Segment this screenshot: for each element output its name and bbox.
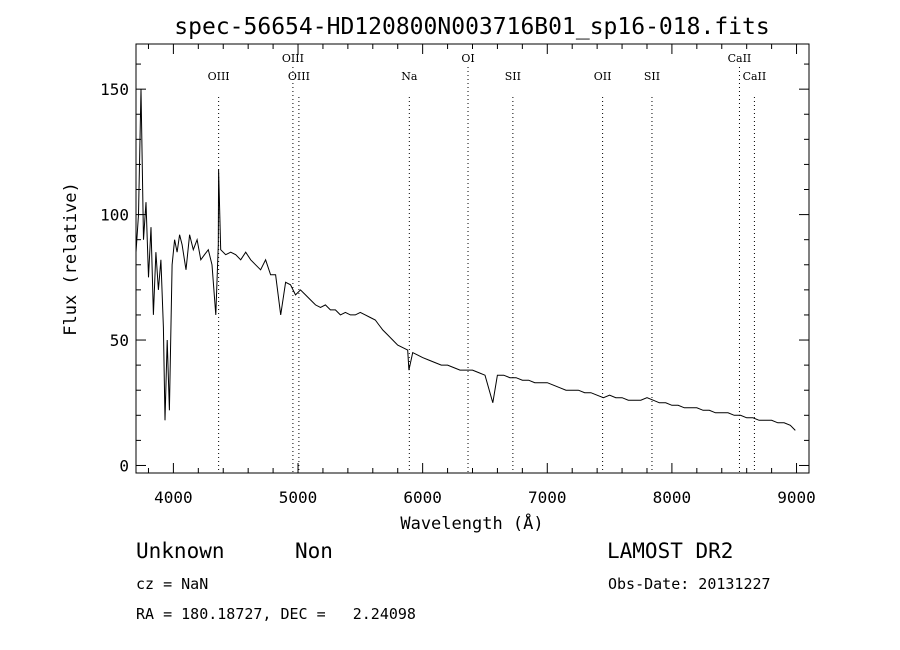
axis-ticks: 4000 5000 6000 7000 8000 9000 0 50 100 150 [100,44,816,507]
chart-title: spec-56654-HD120800N003716B01_sp16-018.f… [174,14,769,40]
line-marker-label-9: CaII [743,70,767,83]
x-axis-label: Wavelength (Å) [400,512,543,534]
x-tick-label-5000: 5000 [279,488,318,507]
y-tick-label-50: 50 [110,331,129,350]
x-tick-label-9000: 9000 [777,488,816,507]
x-tick-label-4000: 4000 [154,488,193,507]
x-tick-label-7000: 7000 [528,488,567,507]
line-markers: OIII OIII OIII Na OI SII OII SII CaII CaII [208,52,767,473]
spectrum-line-0 [135,89,796,431]
object-subclass: Non [295,539,333,563]
plot-frame [135,43,810,474]
spectrum-series [135,89,796,431]
line-marker-label-8: CaII [728,52,752,65]
line-marker-label-2: OIII [288,70,310,83]
line-marker-label-4: OI [461,52,474,65]
object-class: Unknown [136,539,225,563]
y-axis-label: Flux (relative) [61,182,81,336]
line-marker-label-5: SII [505,70,521,83]
coordinates: RA = 180.18727, DEC = 2.24098 [136,605,416,623]
line-marker-label-0: OIII [208,70,230,83]
y-tick-label-100: 100 [100,206,129,225]
y-tick-label-150: 150 [100,80,129,99]
line-marker-label-1: OIII [282,52,304,65]
redshift-readout: cz = NaN [136,575,209,593]
x-tick-label-6000: 6000 [403,488,442,507]
line-marker-label-7: SII [644,70,660,83]
line-marker-label-6: OII [594,70,612,83]
x-tick-label-8000: 8000 [653,488,692,507]
survey-label: LAMOST DR2 [607,539,734,563]
line-marker-label-3: Na [401,70,418,83]
y-tick-label-0: 0 [119,456,129,475]
obs-date: Obs-Date: 20131227 [608,575,771,593]
